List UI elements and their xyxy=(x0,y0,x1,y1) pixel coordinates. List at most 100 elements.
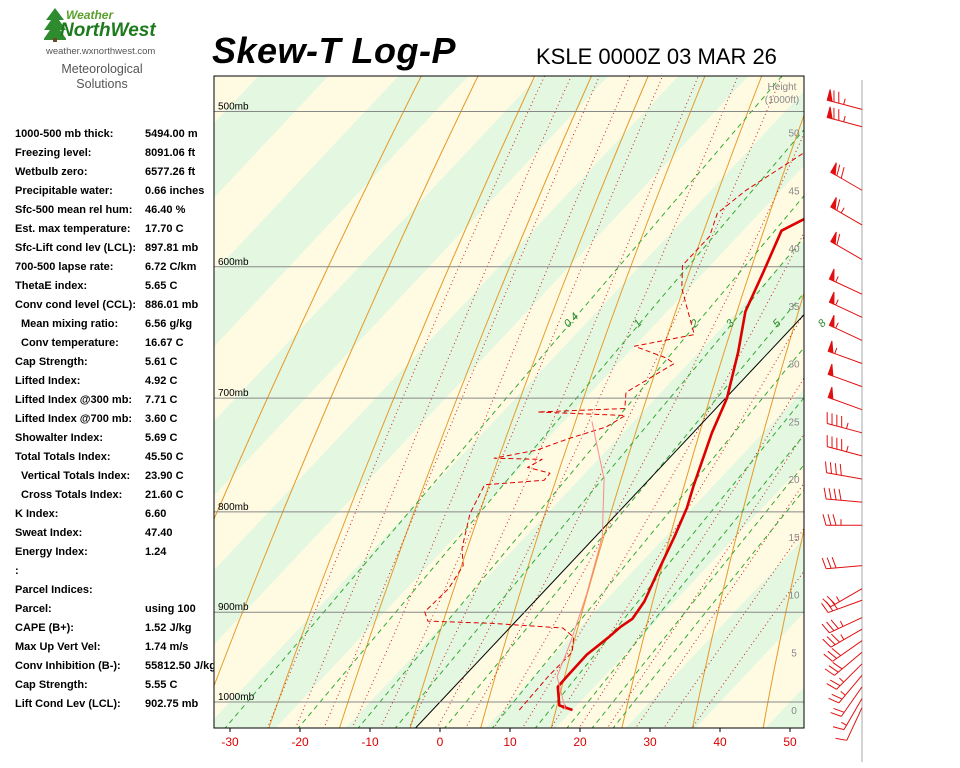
brand-logo: Weather NorthWest weather.wxnorthwest.co… xyxy=(40,6,180,96)
index-value: 5.61 C xyxy=(145,356,178,368)
wind-barb-staff xyxy=(838,675,863,704)
wind-barb-pennant xyxy=(830,197,837,211)
wind-barb-staff xyxy=(843,698,863,730)
index-label: Freezing level: xyxy=(15,147,92,159)
index-label: : xyxy=(15,565,19,577)
index-value: 46.40 % xyxy=(145,204,186,216)
index-label: Vertical Totals Index: xyxy=(21,470,131,482)
index-row: Conv temperature: 16.67 C xyxy=(15,337,215,356)
index-value: 7.71 C xyxy=(145,394,178,406)
index-row: K Index: 6.60 xyxy=(15,508,215,527)
wind-barb-flag xyxy=(832,514,837,526)
index-label: CAPE (B+): xyxy=(15,622,74,634)
wind-barb-staff xyxy=(828,396,863,411)
index-label: Sweat Index: xyxy=(15,527,83,539)
wind-barb-flag xyxy=(828,697,840,704)
wind-barb-staff xyxy=(832,640,863,662)
wind-barb-flag xyxy=(828,488,832,500)
index-value: 16.67 C xyxy=(145,337,184,349)
x-tick-label: -20 xyxy=(291,735,309,749)
wind-barb xyxy=(823,640,863,662)
wind-barb xyxy=(826,106,863,128)
index-value: 6.56 g/kg xyxy=(145,318,193,330)
wind-barb-flag xyxy=(830,619,839,629)
plot-frame xyxy=(213,75,805,729)
wind-barb xyxy=(821,617,863,634)
wind-barb xyxy=(830,686,863,717)
wind-barb-staff xyxy=(828,373,863,388)
wind-barb-flag xyxy=(831,633,840,643)
index-row: Precipitable water: 0.66 inches xyxy=(15,185,215,204)
wind-barb-half-flag xyxy=(835,322,839,329)
index-row: Cap Strength: 5.61 C xyxy=(15,356,215,375)
index-value: 886.01 mb xyxy=(145,299,199,311)
height-axis-unit: (1000ft) xyxy=(765,95,799,106)
wind-barb-pennant xyxy=(828,291,835,305)
dry-adiabat xyxy=(338,76,592,728)
index-label: Conv Inhibition (B-): xyxy=(15,660,121,672)
wind-barb-half-flag xyxy=(840,207,845,214)
index-label: Max Up Vert Vel: xyxy=(15,641,101,653)
wind-barb-flag xyxy=(824,668,835,676)
index-row: Conv Inhibition (B-): 55812.50 J/kg xyxy=(15,660,216,679)
index-row: Parcel Indices: xyxy=(15,584,215,603)
index-value: 897.81 mb xyxy=(145,242,199,254)
index-value: 45.50 C xyxy=(145,451,184,463)
mixing-ratio-line xyxy=(591,464,804,728)
wind-barb-pennant xyxy=(827,340,834,354)
isotherm-band xyxy=(765,687,804,728)
plot-area xyxy=(214,76,804,728)
index-value: 5.65 C xyxy=(145,280,178,292)
index-row: Freezing level: 8091.06 ft xyxy=(15,147,215,166)
station-time-label: KSLE 0000Z 03 MAR 26 xyxy=(536,44,777,69)
isobar-label: 600mb xyxy=(218,257,249,268)
dewpoint-line xyxy=(424,152,804,711)
wind-barb-staff xyxy=(826,472,863,480)
wind-barb-flag xyxy=(838,488,842,501)
dry-adiabat xyxy=(214,76,422,521)
wind-barb xyxy=(824,651,863,676)
wind-barb-flag xyxy=(829,679,841,687)
brand-name-top: Weather xyxy=(66,8,114,22)
parcel-trace-line xyxy=(556,421,605,711)
index-row: Lifted Index @700 mb: 3.60 C xyxy=(15,413,215,432)
index-row: Sfc-Lift cond lev (LCL): 897.81 mb xyxy=(15,242,215,261)
wind-barb xyxy=(825,461,863,480)
index-row: Cross Totals Index: 21.60 C xyxy=(15,489,215,508)
index-value: 1.74 m/s xyxy=(145,641,189,653)
wind-barb-staff xyxy=(830,206,863,226)
index-label: Cross Totals Index: xyxy=(21,489,123,501)
wind-barb xyxy=(832,698,863,731)
index-label: Sfc-500 mean rel hum: xyxy=(15,204,133,216)
index-row: Mean mixing ratio: 6.56 g/kg xyxy=(15,318,215,337)
wind-barb-half-flag xyxy=(846,445,849,452)
index-label: Cap Strength: xyxy=(15,356,88,368)
wind-barb-flag xyxy=(826,636,836,646)
index-label: Wetbulb zero: xyxy=(15,166,88,178)
x-tick-label: 50 xyxy=(783,735,797,749)
height-tick-label: 10 xyxy=(788,591,800,602)
wind-barb-staff xyxy=(830,588,863,608)
height-tick-label: 0 xyxy=(791,706,797,717)
index-row: CAPE (B+): 1.52 J/kg xyxy=(15,622,215,641)
isotherm-band xyxy=(345,240,804,728)
mixing-ratio-line xyxy=(491,346,804,728)
wind-barb-staff xyxy=(840,686,863,717)
wind-barb xyxy=(828,291,863,318)
index-label: Est. max temperature: xyxy=(15,223,131,235)
index-label: Energy Index: xyxy=(15,546,88,558)
wind-barb-flag xyxy=(826,621,835,632)
dry-adiabat xyxy=(409,76,649,728)
wind-barb xyxy=(821,599,863,614)
moist-adiabat xyxy=(578,377,804,728)
index-value: 1.52 J/kg xyxy=(145,622,192,634)
wind-barb xyxy=(826,663,863,690)
index-row: ThetaE index: 5.65 C xyxy=(15,280,215,299)
wind-barb-staff xyxy=(846,707,863,741)
index-row: : xyxy=(15,565,215,584)
index-value: 3.60 C xyxy=(145,413,178,425)
wind-barb xyxy=(827,340,863,364)
wind-barb-half-flag xyxy=(840,634,845,640)
moist-adiabat xyxy=(663,527,804,728)
height-tick-label: 45 xyxy=(788,186,800,197)
